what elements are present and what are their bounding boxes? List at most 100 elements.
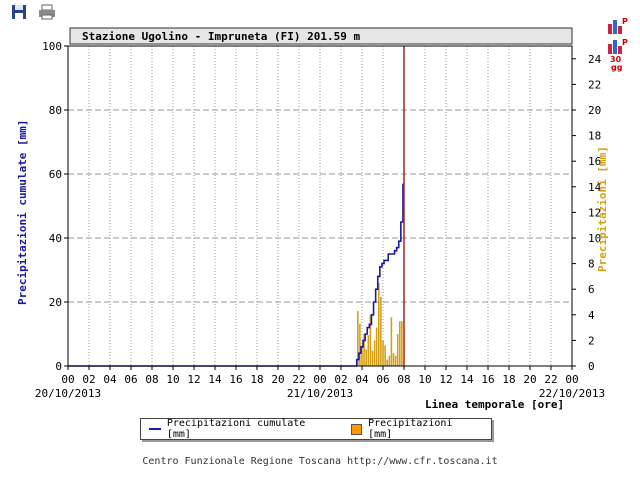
rain-bar bbox=[365, 349, 367, 366]
print-icon[interactable] bbox=[38, 4, 56, 20]
y-left-tick-label: 0 bbox=[55, 360, 62, 373]
x-tick-label: 00 bbox=[313, 373, 326, 386]
y-right-tick-label: 24 bbox=[588, 53, 602, 66]
x-tick-label: 08 bbox=[145, 373, 158, 386]
x-tick-label: 02 bbox=[82, 373, 95, 386]
x-tick-label: 04 bbox=[355, 373, 369, 386]
rain-bar bbox=[380, 296, 382, 366]
y-left-tick-label: 20 bbox=[49, 296, 62, 309]
rain-bars bbox=[357, 282, 403, 366]
side-icons: P P 30 gg bbox=[606, 16, 630, 74]
x-tick-label: 12 bbox=[187, 373, 200, 386]
rain-bar bbox=[388, 355, 391, 366]
legend: Precipitazioni cumulate [mm] Precipitazi… bbox=[140, 418, 492, 440]
date-label: 22/10/2013 bbox=[539, 387, 605, 400]
rain-bar bbox=[378, 282, 380, 366]
y-right-tick-label: 10 bbox=[588, 232, 601, 245]
y-left-tick-label: 100 bbox=[42, 40, 62, 53]
y-right-tick-label: 16 bbox=[588, 155, 601, 168]
y-left-tick-label: 60 bbox=[49, 168, 62, 181]
x-tick-label: 04 bbox=[103, 373, 117, 386]
rain-bar bbox=[359, 323, 361, 366]
x-tick-label: 22 bbox=[544, 373, 557, 386]
rain-bar bbox=[382, 340, 384, 366]
rain-bar bbox=[367, 335, 370, 366]
x-tick-label: 00 bbox=[61, 373, 74, 386]
legend-rain-label: Precipitazioni [mm] bbox=[368, 418, 453, 440]
cumulate-line bbox=[68, 183, 404, 367]
axes bbox=[64, 45, 576, 370]
x-tick-label: 00 bbox=[565, 373, 578, 386]
y-right-tick-label: 8 bbox=[588, 258, 595, 271]
rain-bar bbox=[390, 317, 393, 366]
x-tick-label: 14 bbox=[208, 373, 222, 386]
x-tick-label: 10 bbox=[418, 373, 431, 386]
y-right-tick-label: 0 bbox=[588, 360, 595, 373]
date-label: 21/10/2013 bbox=[287, 387, 353, 400]
x-tick-label: 20 bbox=[271, 373, 284, 386]
y-right-tick-label: 6 bbox=[588, 283, 595, 296]
x-tick-label: 16 bbox=[229, 373, 242, 386]
p-label: P bbox=[622, 17, 628, 26]
grid bbox=[68, 46, 572, 366]
date-label: 20/10/2013 bbox=[35, 387, 101, 400]
y-right-tick-label: 4 bbox=[588, 309, 595, 322]
rain-bar bbox=[386, 359, 388, 366]
plot-frame bbox=[67, 45, 573, 367]
y-right-tick-label: 22 bbox=[588, 78, 601, 91]
y-right-tick-label: 12 bbox=[588, 206, 601, 219]
gg-label: gg bbox=[611, 63, 623, 72]
y-left-label: Precipitazioni cumulate [mm] bbox=[16, 120, 29, 305]
x-tick-label: 18 bbox=[502, 373, 515, 386]
x-tick-label: 12 bbox=[439, 373, 452, 386]
x-tick-label: 20 bbox=[523, 373, 536, 386]
precip-bar-icon[interactable]: P bbox=[606, 16, 628, 36]
rain-bar bbox=[396, 334, 399, 366]
precip-30gg-icon[interactable]: P 30 gg bbox=[606, 38, 628, 72]
legend-box-swatch bbox=[351, 423, 363, 435]
rain-bar bbox=[384, 345, 386, 366]
tick-labels: 00 02 04 06 08 10 12 14 16 18 20 22 00 02 04 06 08 10 12 14… bbox=[35, 40, 605, 400]
x-tick-label: 02 bbox=[334, 373, 347, 386]
y-right-tick-label: 20 bbox=[588, 104, 601, 117]
x-tick-label: 06 bbox=[376, 373, 389, 386]
rain-bar bbox=[392, 353, 395, 366]
legend-line-swatch bbox=[149, 428, 161, 430]
rain-bar bbox=[394, 355, 397, 366]
rain-bar bbox=[363, 334, 365, 366]
rain-bar bbox=[375, 327, 378, 366]
p-label-2: P bbox=[622, 38, 628, 47]
rain-bar bbox=[371, 350, 374, 366]
footer-credit: Centro Funzionale Regione Toscana http:/… bbox=[142, 456, 498, 467]
y-right-tick-label: 14 bbox=[588, 181, 602, 194]
toolbar bbox=[10, 4, 56, 20]
y-left-tick-label: 80 bbox=[49, 104, 62, 117]
rain-bar bbox=[401, 321, 403, 366]
rain-bar bbox=[361, 345, 363, 366]
y-right-tick-label: 18 bbox=[588, 130, 601, 143]
x-tick-label: 10 bbox=[166, 373, 179, 386]
x-tick-label: 08 bbox=[397, 373, 410, 386]
save-icon[interactable] bbox=[10, 4, 28, 20]
title-box bbox=[69, 27, 573, 45]
cumulate-line-layer bbox=[68, 46, 405, 367]
rain-bar bbox=[369, 314, 372, 366]
x-axis-label: Linea temporale [ore] bbox=[425, 398, 564, 411]
chart-title: Stazione Ugolino - Impruneta (FI) 201.59… bbox=[82, 30, 361, 43]
rain-bar bbox=[373, 340, 376, 366]
y-right-tick-label: 2 bbox=[588, 334, 595, 347]
x-tick-label: 16 bbox=[481, 373, 494, 386]
legend-item-cumulate: Precipitazioni cumulate [mm] bbox=[149, 418, 333, 440]
thirty-label: 30 bbox=[610, 55, 622, 64]
x-tick-label: 22 bbox=[292, 373, 305, 386]
rain-bar bbox=[357, 310, 359, 366]
y-left-tick-label: 40 bbox=[49, 232, 62, 245]
x-tick-label: 14 bbox=[460, 373, 474, 386]
rain-bar bbox=[399, 321, 401, 366]
legend-item-rain: Precipitazioni [mm] bbox=[351, 418, 481, 440]
x-tick-label: 06 bbox=[124, 373, 137, 386]
y-right-label: Precipitazioni [mm] bbox=[596, 146, 609, 272]
legend-cumulate-label: Precipitazioni cumulate [mm] bbox=[166, 418, 306, 440]
x-tick-label: 18 bbox=[250, 373, 263, 386]
